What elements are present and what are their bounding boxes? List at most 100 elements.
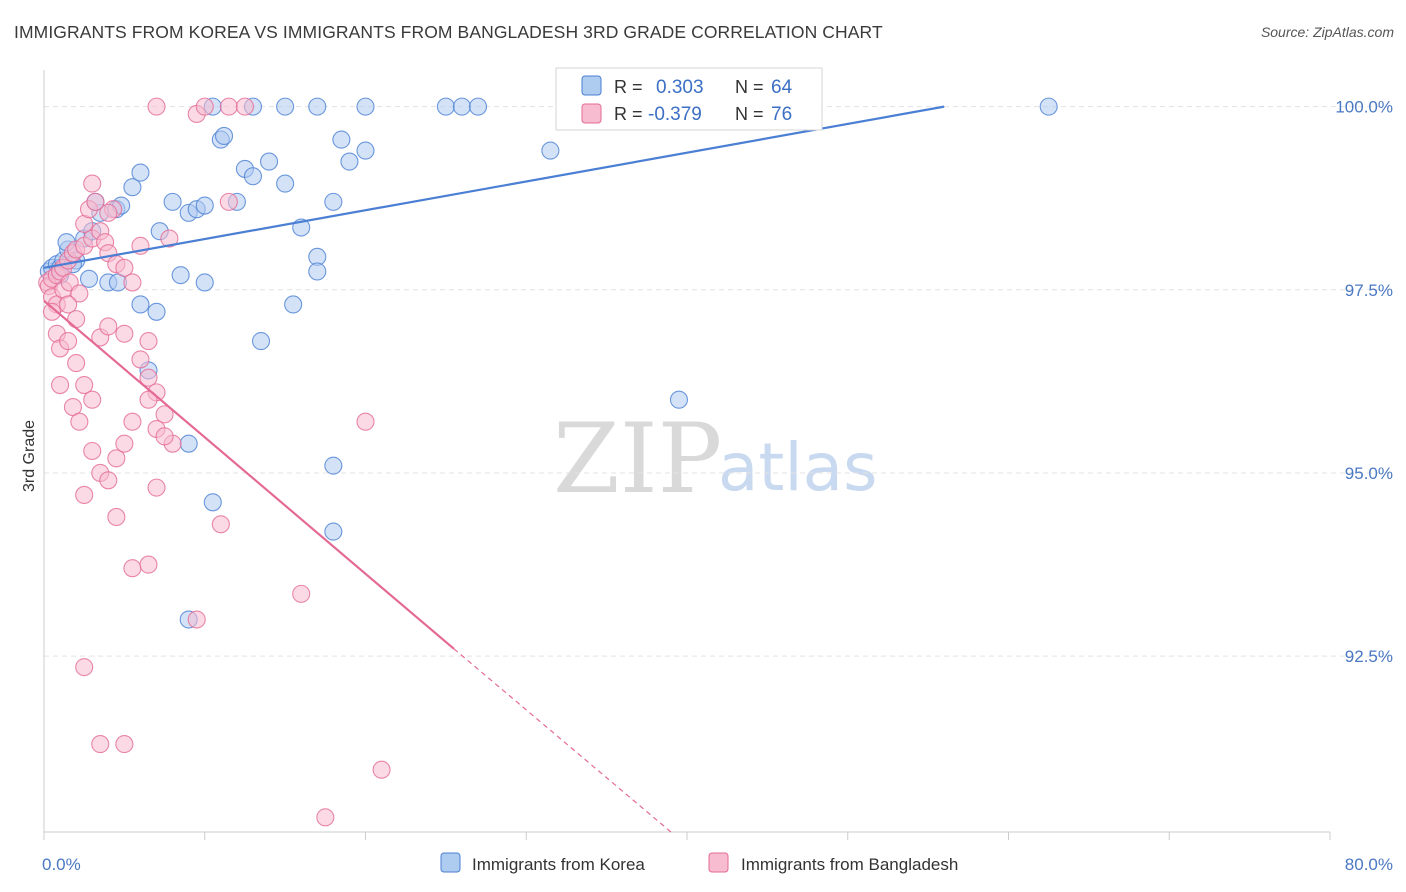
bangladesh-point-53 bbox=[155, 427, 174, 446]
bangladesh-point-27 bbox=[99, 203, 118, 222]
stats-korea-n-value: 64 bbox=[771, 77, 793, 98]
stats-korea-swatch bbox=[581, 75, 602, 96]
korea-point-42 bbox=[468, 97, 488, 116]
stats-bangladesh-n-value: 76 bbox=[771, 104, 792, 125]
bangladesh-point-74 bbox=[147, 97, 166, 116]
korea-point-32 bbox=[332, 130, 351, 149]
stats-korea-r-value: 0.303 bbox=[656, 77, 704, 98]
korea-point-53 bbox=[147, 302, 166, 321]
korea-point-41 bbox=[452, 97, 472, 116]
korea-point-38 bbox=[308, 97, 327, 116]
korea-point-59 bbox=[179, 434, 198, 453]
bangladesh-point-64 bbox=[115, 735, 134, 754]
bangladesh-point-30 bbox=[59, 332, 78, 351]
bangladesh-point-51 bbox=[139, 390, 158, 409]
bangladesh-point-65 bbox=[372, 760, 391, 779]
watermark-atlas: atlas bbox=[718, 429, 878, 506]
korea-point-45 bbox=[1039, 97, 1058, 116]
bangladesh-point-59 bbox=[139, 555, 158, 574]
bangladesh-point-37 bbox=[131, 350, 150, 369]
legend-bangladesh-swatch bbox=[708, 852, 729, 873]
bangladesh-trend-extension bbox=[453, 648, 672, 833]
gridlines bbox=[44, 106, 1390, 657]
korea-point-30 bbox=[308, 262, 327, 281]
korea-point-17 bbox=[163, 192, 182, 211]
bangladesh-point-60 bbox=[292, 584, 311, 603]
stats-legend: R = 0.303 N = 64 R = -0.379 N = 76 bbox=[555, 67, 823, 131]
bangladesh-point-69 bbox=[67, 310, 86, 329]
bangladesh-point-48 bbox=[107, 449, 126, 468]
korea-point-34 bbox=[356, 141, 375, 160]
y-tick-labels: 100.0% 97.5% 95.0% 92.5% bbox=[1335, 98, 1393, 667]
y-tick-label-2: 95.0% bbox=[1345, 464, 1393, 483]
legend-korea-label: Immigrants from Korea bbox=[472, 855, 645, 874]
stats-bangladesh-r-value: -0.379 bbox=[648, 104, 702, 125]
series-legend: Immigrants from Korea Immigrants from Ba… bbox=[440, 852, 958, 874]
korea-point-56 bbox=[251, 332, 271, 351]
korea-point-14 bbox=[123, 178, 142, 197]
bangladesh-point-31 bbox=[67, 354, 86, 373]
bangladesh-point-58 bbox=[123, 559, 142, 578]
korea-point-60 bbox=[324, 456, 343, 475]
korea-point-40 bbox=[436, 97, 455, 116]
korea-point-25 bbox=[243, 167, 263, 186]
bangladesh-point-36 bbox=[115, 324, 134, 343]
bangladesh-point-45 bbox=[83, 441, 102, 461]
korea-point-62 bbox=[324, 522, 343, 541]
stats-bangladesh-r-label: R = bbox=[614, 104, 643, 124]
korea-point-27 bbox=[276, 174, 295, 193]
legend-bangladesh-label: Immigrants from Bangladesh bbox=[741, 855, 958, 874]
x-tick-label-0: 0.0% bbox=[42, 855, 81, 874]
bangladesh-point-32 bbox=[75, 376, 94, 395]
bangladesh-point-67 bbox=[59, 295, 78, 314]
y-tick-label-3: 92.5% bbox=[1345, 647, 1393, 666]
bangladesh-point-76 bbox=[195, 97, 214, 116]
bangladesh-point-49 bbox=[115, 434, 134, 453]
x-tick-label-1: 80.0% bbox=[1345, 855, 1393, 874]
korea-point-20 bbox=[195, 196, 214, 215]
bangladesh-point-71 bbox=[123, 273, 142, 292]
bangladesh-point-38 bbox=[139, 368, 158, 387]
bangladesh-point-47 bbox=[99, 471, 118, 490]
bangladesh-point-42 bbox=[51, 376, 70, 395]
bangladesh-point-77 bbox=[219, 97, 238, 116]
bangladesh-point-68 bbox=[42, 302, 62, 321]
korea-point-46 bbox=[541, 141, 560, 160]
chart-title: IMMIGRANTS FROM KOREA VS IMMIGRANTS FROM… bbox=[14, 22, 883, 42]
bangladesh-point-73 bbox=[219, 192, 238, 211]
y-axis-title: 3rd Grade bbox=[21, 420, 38, 492]
stats-bangladesh-n-label: N = bbox=[735, 104, 764, 124]
legend-korea-swatch bbox=[440, 852, 461, 873]
korea-trend-line bbox=[43, 105, 945, 269]
stats-korea-r-label: R = bbox=[614, 77, 643, 97]
bangladesh-point-72 bbox=[160, 229, 179, 248]
korea-point-61 bbox=[203, 493, 222, 512]
y-tick-label-0: 100.0% bbox=[1335, 98, 1393, 117]
bangladesh-point-78 bbox=[235, 97, 254, 116]
bangladesh-point-55 bbox=[107, 507, 126, 526]
korea-point-22 bbox=[214, 126, 234, 145]
stats-korea-n-label: N = bbox=[735, 77, 764, 97]
bangladesh-point-24 bbox=[115, 258, 134, 277]
bangladesh-point-44 bbox=[70, 412, 89, 431]
x-tick-labels: 0.0% 80.0% bbox=[42, 855, 1393, 874]
bangladesh-point-18 bbox=[83, 174, 102, 193]
korea-point-15 bbox=[131, 163, 150, 182]
bangladesh-point-56 bbox=[147, 478, 166, 497]
korea-point-37 bbox=[276, 97, 295, 116]
x-axis-ticks bbox=[43, 832, 1331, 840]
stats-bangladesh-swatch bbox=[581, 103, 602, 124]
bangladesh-trend-line bbox=[43, 299, 455, 650]
bangladesh-point-70 bbox=[139, 332, 158, 351]
korea-point-54 bbox=[171, 266, 190, 285]
y-tick-label-1: 97.5% bbox=[1345, 281, 1393, 300]
bangladesh-point-63 bbox=[91, 735, 110, 754]
korea-point-39 bbox=[356, 97, 375, 116]
korea-point-52 bbox=[131, 295, 150, 314]
bangladesh-point-33 bbox=[83, 390, 102, 409]
bangladesh-point-61 bbox=[187, 610, 206, 629]
bangladesh-point-62 bbox=[75, 658, 94, 677]
bangladesh-point-15 bbox=[70, 284, 89, 303]
bangladesh-point-50 bbox=[123, 412, 142, 431]
